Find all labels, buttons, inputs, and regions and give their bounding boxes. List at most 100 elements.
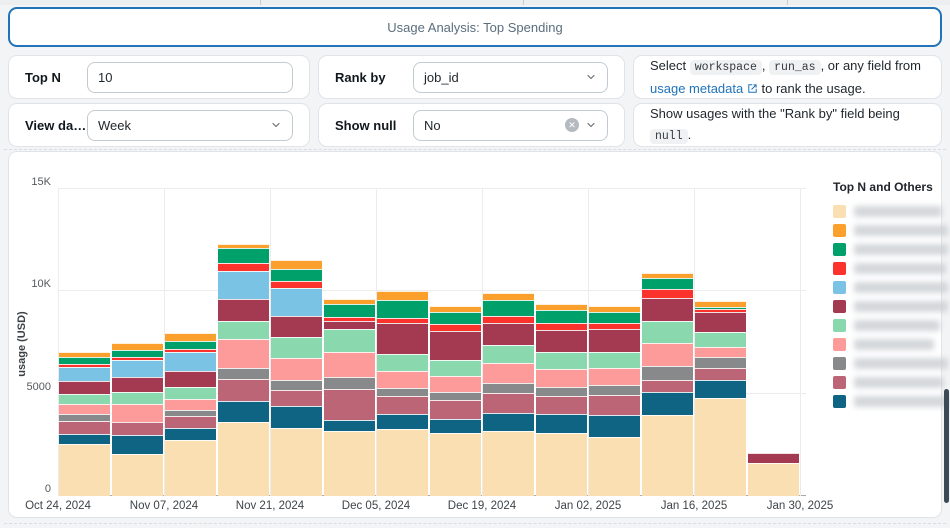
bar-segment[interactable]	[218, 321, 269, 340]
bar-segment[interactable]	[324, 420, 375, 431]
bar-segment[interactable]	[377, 371, 428, 388]
bar-segment[interactable]	[536, 432, 587, 496]
legend-item[interactable]	[833, 259, 948, 278]
bar-segment[interactable]	[271, 405, 322, 429]
bar-segment[interactable]	[165, 439, 216, 496]
stacked-bar[interactable]	[377, 291, 428, 496]
bar-segment[interactable]	[271, 315, 322, 338]
bar-segment[interactable]	[589, 436, 640, 496]
bar-segment[interactable]	[165, 351, 216, 372]
bar-segment[interactable]	[430, 399, 481, 420]
bar-segment[interactable]	[59, 393, 110, 404]
legend-item[interactable]	[833, 373, 948, 392]
stacked-bar[interactable]	[695, 300, 746, 496]
bar-segment[interactable]	[59, 356, 110, 365]
bar-segment[interactable]	[271, 357, 322, 381]
bar-segment[interactable]	[218, 400, 269, 423]
bar-segment[interactable]	[271, 389, 322, 406]
bar-segment[interactable]	[695, 346, 746, 357]
bar-segment[interactable]	[112, 349, 163, 357]
legend-item[interactable]	[833, 316, 948, 335]
bar-segment[interactable]	[218, 270, 269, 299]
bar-segment[interactable]	[695, 380, 746, 398]
bar-segment[interactable]	[59, 381, 110, 394]
bar-segment[interactable]	[430, 359, 481, 377]
bar-segment[interactable]	[218, 368, 269, 380]
bar-segment[interactable]	[642, 380, 693, 392]
bar-segment[interactable]	[642, 342, 693, 367]
bar-segment[interactable]	[377, 291, 428, 300]
vertical-scrollbar-thumb[interactable]	[944, 389, 949, 503]
chevron-down-icon[interactable]	[585, 71, 597, 83]
bar-segment[interactable]	[589, 368, 640, 385]
bar-segment[interactable]	[695, 356, 746, 369]
bar-segment[interactable]	[324, 377, 375, 389]
bar-segment[interactable]	[324, 351, 375, 378]
bar-segment[interactable]	[430, 432, 481, 496]
legend-item[interactable]	[833, 392, 948, 411]
bar-segment[interactable]	[748, 463, 799, 496]
bar-segment[interactable]	[483, 300, 534, 316]
bar-segment[interactable]	[165, 333, 216, 341]
bar-segment[interactable]	[112, 435, 163, 454]
bar-segment[interactable]	[218, 379, 269, 401]
bar-segment[interactable]	[589, 394, 640, 416]
bar-segment[interactable]	[695, 306, 746, 309]
bar-segment[interactable]	[218, 298, 269, 322]
stacked-bar[interactable]	[748, 453, 799, 496]
bar-segment[interactable]	[695, 311, 746, 333]
bar-segment[interactable]	[324, 303, 375, 317]
bar-segment[interactable]	[430, 305, 481, 312]
bar-segment[interactable]	[112, 403, 163, 423]
top-n-field[interactable]	[87, 61, 293, 93]
show-null-select[interactable]: No ✕	[413, 109, 608, 141]
bar-segment[interactable]	[112, 377, 163, 393]
bar-segment[interactable]	[642, 366, 693, 381]
bar-segment[interactable]	[642, 321, 693, 343]
stacked-bar[interactable]	[589, 305, 640, 496]
bar-segment[interactable]	[377, 318, 428, 324]
bar-segment[interactable]	[165, 398, 216, 411]
bar-segment[interactable]	[536, 330, 587, 352]
bar-segment[interactable]	[324, 321, 375, 330]
stacked-bar[interactable]	[642, 273, 693, 496]
bar-segment[interactable]	[642, 297, 693, 322]
bar-segment[interactable]	[112, 359, 163, 378]
bar-segment[interactable]	[483, 363, 534, 383]
bar-segment[interactable]	[112, 343, 163, 350]
bar-segment[interactable]	[377, 395, 428, 415]
bar-segment[interactable]	[536, 395, 587, 415]
bar-segment[interactable]	[59, 414, 110, 422]
bar-segment[interactable]	[642, 289, 693, 298]
top-n-input[interactable]	[98, 69, 282, 85]
bar-segment[interactable]	[377, 299, 428, 319]
bar-segment[interactable]	[483, 323, 534, 346]
bar-segment[interactable]	[642, 415, 693, 496]
bar-segment[interactable]	[165, 371, 216, 387]
bar-segment[interactable]	[536, 323, 587, 331]
bar-segment[interactable]	[642, 391, 693, 416]
stacked-bar[interactable]	[324, 298, 375, 496]
bar-segment[interactable]	[430, 331, 481, 360]
bar-segment[interactable]	[748, 453, 799, 464]
stacked-bar[interactable]	[483, 293, 534, 496]
legend-item[interactable]	[833, 297, 948, 316]
bar-segment[interactable]	[589, 305, 640, 312]
bar-segment[interactable]	[165, 428, 216, 440]
bar-segment[interactable]	[589, 329, 640, 352]
bar-segment[interactable]	[589, 384, 640, 395]
bar-segment[interactable]	[271, 337, 322, 358]
bar-segment[interactable]	[536, 351, 587, 370]
bar-segment[interactable]	[589, 415, 640, 437]
view-date-select[interactable]: Week	[87, 109, 293, 141]
bar-segment[interactable]	[165, 340, 216, 349]
bar-segment[interactable]	[112, 453, 163, 496]
bar-segment[interactable]	[430, 311, 481, 325]
legend-item[interactable]	[833, 335, 948, 354]
bar-segment[interactable]	[218, 422, 269, 496]
bar-segment[interactable]	[430, 391, 481, 400]
bar-segment[interactable]	[695, 300, 746, 307]
bar-segment[interactable]	[59, 367, 110, 382]
bar-segment[interactable]	[112, 392, 163, 404]
bar-segment[interactable]	[377, 429, 428, 496]
